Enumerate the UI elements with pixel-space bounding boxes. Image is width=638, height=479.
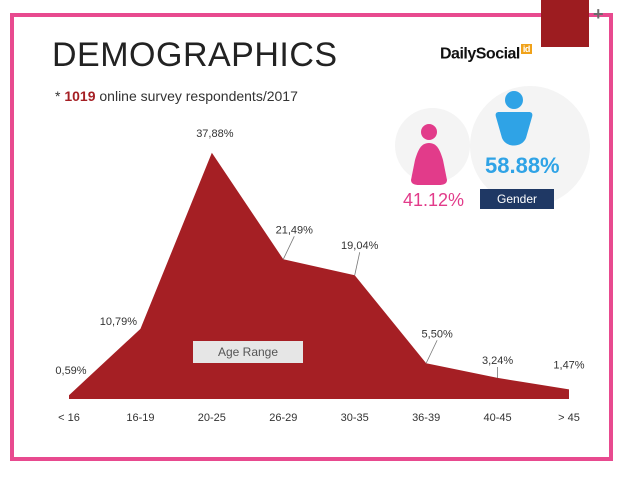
female-percentage: 41.12%	[403, 190, 465, 210]
subtitle-text: online survey respondents/2017	[95, 88, 298, 104]
plus-icon: +	[593, 4, 604, 24]
data-label: 37,88%	[196, 128, 234, 140]
data-labels: 0,59% 10,79% 37,88% 21,49% 19,04% 5,50% 3,24% 1…	[55, 128, 584, 377]
subtitle-prefix: *	[55, 88, 65, 104]
x-tick-label: 36-39	[412, 412, 440, 424]
male-person-icon	[495, 91, 533, 146]
age-range-label: Age Range	[193, 341, 303, 363]
x-tick-label: 20-25	[198, 412, 226, 424]
x-tick-label: 16-19	[126, 412, 154, 424]
data-label: 1,47%	[553, 359, 584, 371]
gender-bg-circle	[470, 86, 590, 206]
data-label: 3,24%	[482, 355, 513, 367]
slide-frame	[10, 13, 613, 461]
x-tick-label: < 16	[58, 412, 80, 424]
leader-lines	[282, 236, 498, 378]
male-percentage: 58.88%	[485, 153, 560, 178]
respondent-count: 1019	[64, 88, 96, 104]
x-tick-labels: < 16 16-19 20-25 26-29 30-35 36-39 40-45 > 45	[58, 412, 580, 424]
age-area	[69, 152, 569, 399]
leader-line	[354, 252, 361, 276]
leader-line	[425, 340, 438, 364]
data-label: 5,50%	[422, 328, 453, 340]
data-label: 0,59%	[55, 365, 86, 377]
x-tick-label: 26-29	[269, 412, 297, 424]
corner-tab	[541, 0, 589, 47]
subtitle: * 1019 online survey respondents/2017	[55, 88, 298, 104]
leader-line	[282, 236, 295, 260]
gender-label: Gender	[480, 189, 554, 209]
female-person-icon	[411, 124, 447, 185]
dailysocial-logo: DailySocial id	[440, 44, 532, 63]
x-tick-label: > 45	[558, 412, 580, 424]
x-tick-label: 40-45	[484, 412, 512, 424]
data-label: 19,04%	[341, 240, 379, 252]
x-tick-label: 30-35	[341, 412, 369, 424]
data-label: 10,79%	[100, 316, 138, 328]
data-label: 21,49%	[276, 224, 314, 236]
logo-text: DailySocial	[440, 45, 520, 63]
logo-sup: id	[520, 44, 532, 54]
page-title: DEMOGRAPHICS	[52, 36, 338, 74]
